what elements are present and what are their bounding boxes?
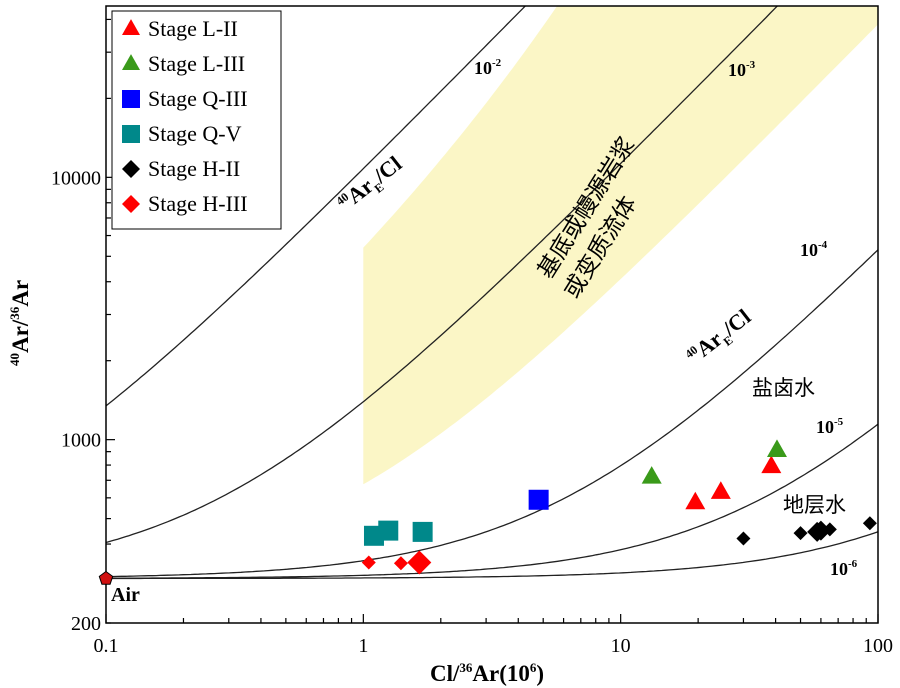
legend-marker bbox=[122, 160, 140, 178]
data-point bbox=[736, 531, 751, 546]
x-tick-label: 10 bbox=[611, 635, 631, 657]
y-axis-title: 40Ar/36Ar bbox=[7, 280, 33, 366]
data-point bbox=[641, 466, 662, 484]
legend: Stage L-II Stage L-III Stage Q-III Stage Q-… bbox=[111, 10, 282, 230]
data-point bbox=[378, 520, 399, 541]
data-point bbox=[528, 489, 549, 510]
legend-label: Stage L-II bbox=[148, 16, 238, 41]
data-point bbox=[412, 521, 433, 542]
data-point bbox=[766, 439, 787, 457]
data-point bbox=[710, 481, 731, 499]
ratio-label-lower: 40ArE/Cl bbox=[682, 304, 758, 372]
data-point bbox=[862, 516, 877, 531]
legend-marker bbox=[122, 195, 140, 213]
x-tick-label: 0.1 bbox=[94, 635, 119, 657]
x-axis-title: Cl/36Ar(106) bbox=[430, 660, 544, 686]
reference-curve bbox=[106, 423, 878, 579]
data-point bbox=[810, 520, 831, 541]
air-point bbox=[98, 570, 114, 585]
reference-curve bbox=[106, 6, 527, 407]
legend-marker bbox=[122, 19, 140, 35]
x-tick-label: 1 bbox=[358, 635, 368, 657]
data-point bbox=[761, 455, 782, 474]
x-tick-label: 100 bbox=[863, 635, 893, 657]
data-point bbox=[361, 555, 376, 570]
legend-label: Stage H-II bbox=[148, 156, 240, 181]
legend-box bbox=[111, 10, 282, 230]
data-point bbox=[393, 556, 408, 571]
curve-label-1e-6: 10-6 bbox=[830, 558, 858, 579]
basement-mantle-fluid-field bbox=[363, 6, 878, 485]
curve-label-1e-3: 10-3 bbox=[728, 59, 756, 80]
data-point bbox=[407, 550, 432, 575]
y-tick-label: 1000 bbox=[61, 430, 101, 452]
air-label: Air bbox=[111, 584, 140, 606]
legend-label: Stage Q-III bbox=[148, 86, 248, 111]
field-label-formation-water: 地层水 bbox=[783, 493, 846, 517]
y-axis-ticks: 200 1000 10000 bbox=[51, 18, 115, 635]
legend-label: Stage Q-V bbox=[148, 121, 242, 146]
y-tick-label: 10000 bbox=[51, 167, 101, 189]
reference-curves bbox=[106, 6, 878, 580]
legend-label: Stage H-III bbox=[148, 191, 248, 216]
field-label-brine: 盐卤水 bbox=[752, 376, 815, 400]
x-axis-ticks: 0.1 1 10 100 bbox=[94, 614, 893, 657]
curve-label-1e-5: 10-5 bbox=[816, 416, 844, 437]
curve-label-1e-4: 10-4 bbox=[800, 239, 828, 260]
legend-marker bbox=[122, 125, 140, 143]
legend-marker bbox=[122, 90, 140, 108]
legend-label: Stage L-III bbox=[148, 51, 245, 76]
reference-curve bbox=[106, 531, 878, 580]
reference-curve bbox=[106, 6, 779, 544]
data-point bbox=[793, 526, 808, 541]
data-point bbox=[822, 522, 837, 537]
data-markers bbox=[98, 439, 877, 585]
curve-label-1e-2: 10-2 bbox=[474, 57, 502, 78]
y-tick-label: 200 bbox=[71, 613, 101, 635]
legend-marker bbox=[122, 54, 140, 70]
reference-curve bbox=[106, 249, 878, 578]
data-point bbox=[685, 491, 706, 510]
curve-labels: 10-2 10-3 10-4 10-5 10-6 bbox=[474, 57, 858, 579]
